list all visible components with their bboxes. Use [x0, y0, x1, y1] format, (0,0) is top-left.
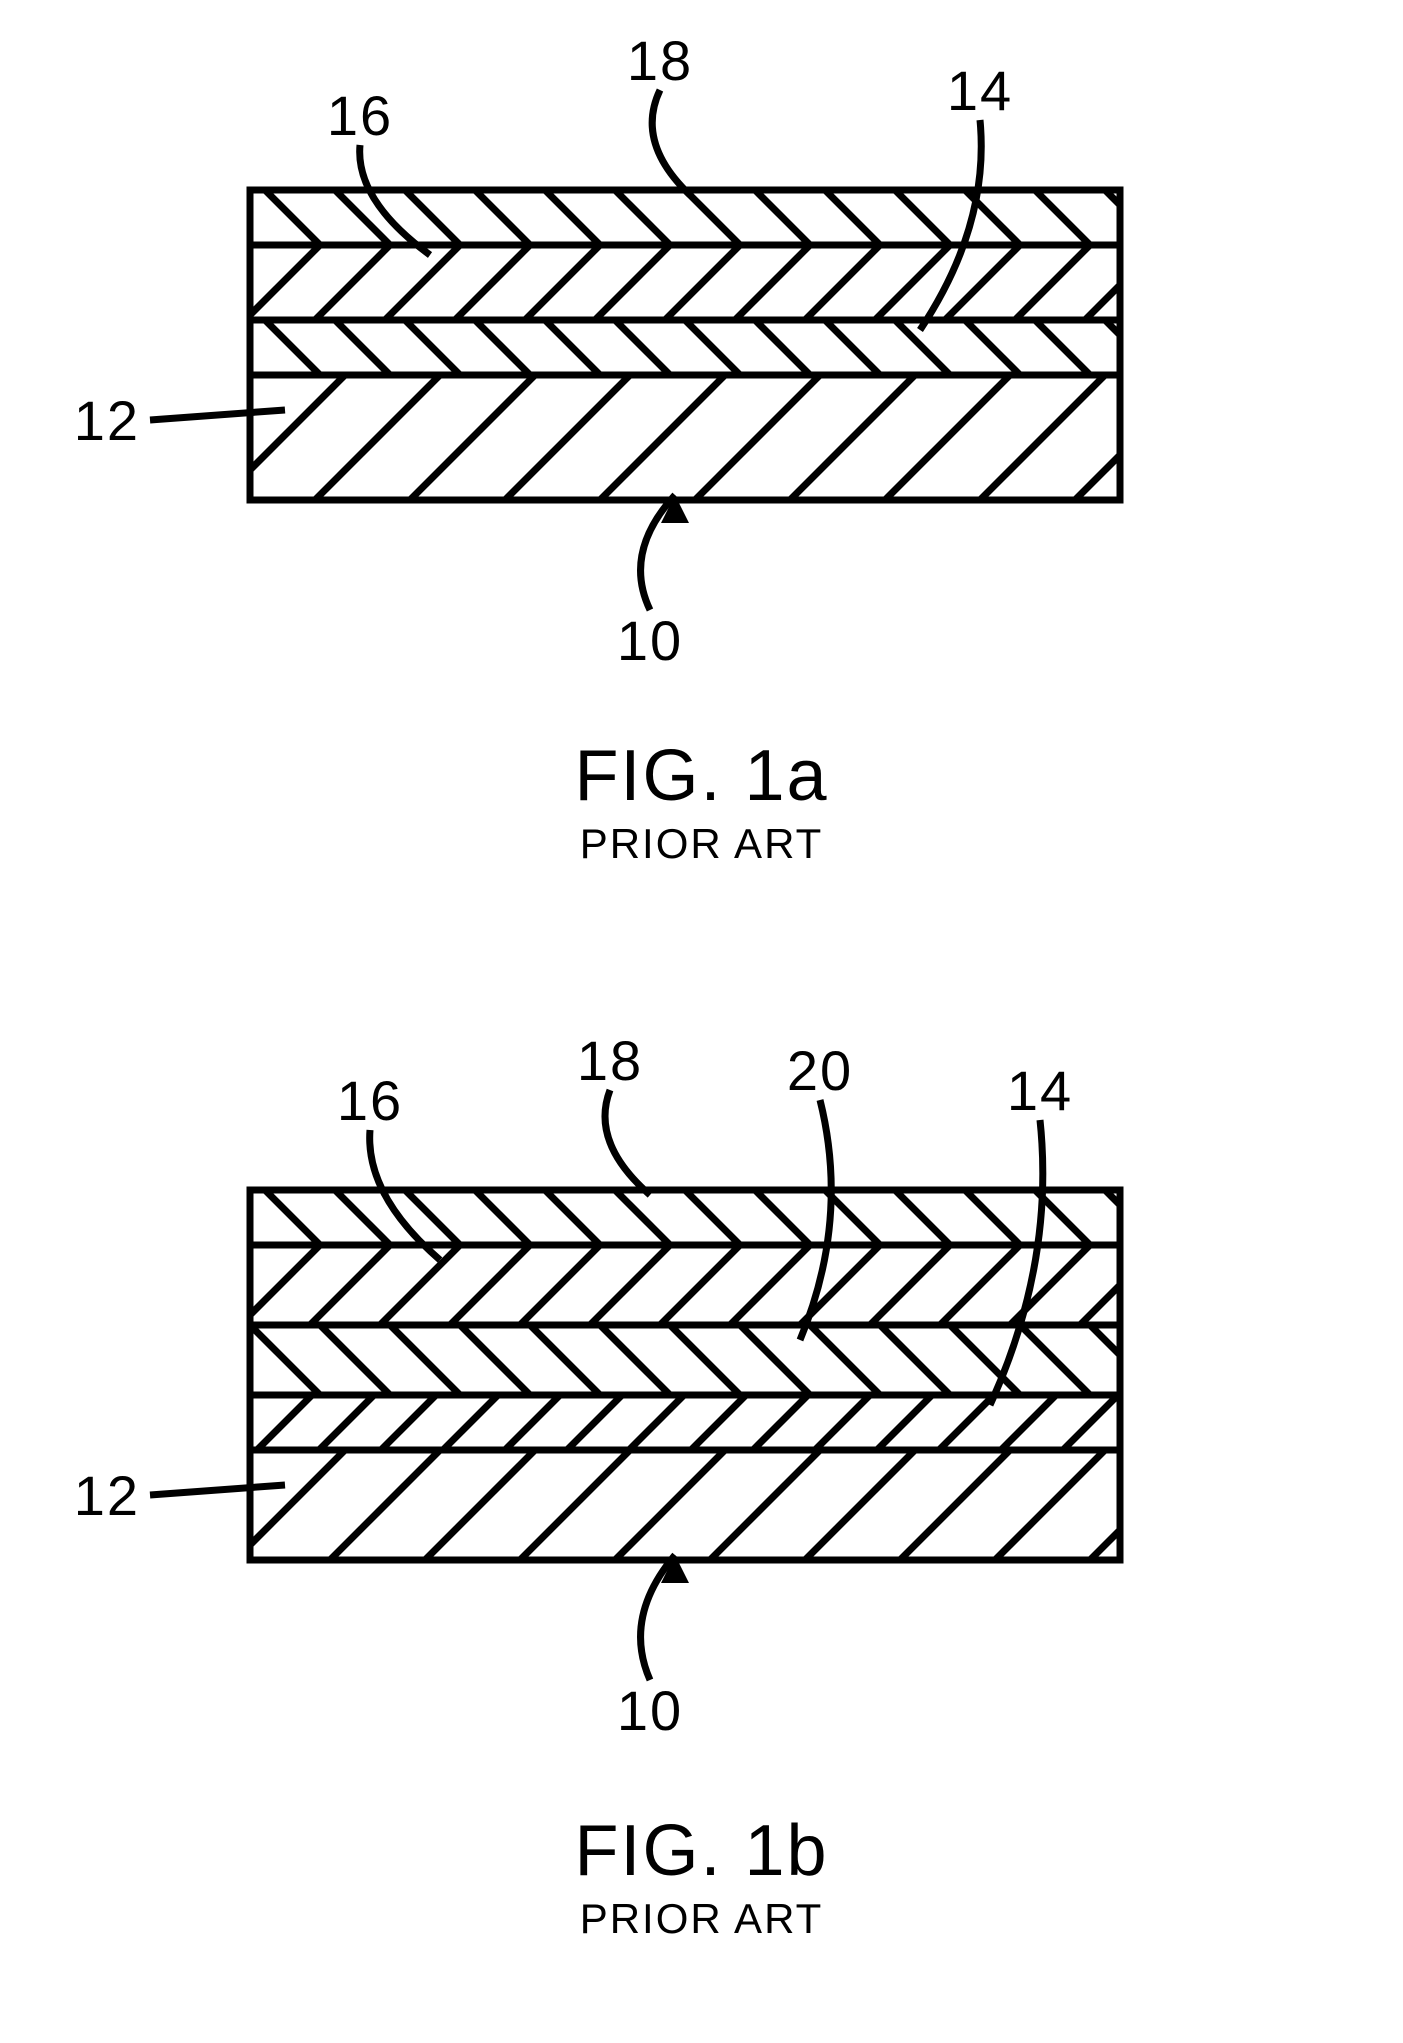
callout-14: 14 — [1007, 1059, 1073, 1122]
layer-18 — [125, 190, 1300, 245]
layer-14 — [133, 1395, 1242, 1450]
layer-14 — [125, 320, 1300, 375]
callout-16: 16 — [327, 84, 393, 147]
leadline-12 — [150, 410, 285, 420]
leadline-20 — [800, 1100, 831, 1340]
callout-12: 12 — [74, 1464, 140, 1527]
callout-18: 18 — [627, 29, 693, 92]
callout-12: 12 — [74, 389, 140, 452]
leadline-12 — [150, 1485, 285, 1495]
callout-10: 10 — [617, 1679, 683, 1742]
layer-18 — [125, 1190, 1300, 1245]
patent-figure-canvas: 18 16 14 12 10 18 16 20 14 12 10 — [0, 0, 1403, 2043]
leadline-16 — [370, 1130, 440, 1260]
leadline-18 — [605, 1090, 650, 1195]
callout-16: 16 — [337, 1069, 403, 1132]
layer-12 — [30, 375, 1390, 500]
fig-b-title: FIG. 1b — [0, 1810, 1403, 1892]
fig-a-subtitle: PRIOR ART — [0, 820, 1403, 868]
leadline-18 — [652, 90, 690, 195]
callout-20: 20 — [787, 1039, 853, 1102]
fig-a-title: FIG. 1a — [0, 735, 1403, 817]
fig-b-subtitle: PRIOR ART — [0, 1895, 1403, 1943]
callout-10: 10 — [617, 609, 683, 672]
callout-18: 18 — [577, 1029, 643, 1092]
callout-14: 14 — [947, 59, 1013, 122]
